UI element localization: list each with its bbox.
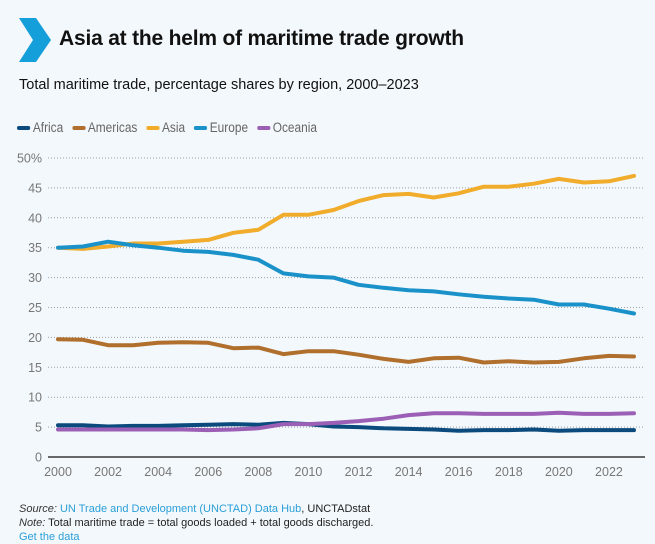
note-text: Total maritime trade = total goods loade… <box>45 517 374 529</box>
source-label: Source: <box>19 503 57 515</box>
source-separator: , <box>301 503 308 515</box>
x-tick-label: 2022 <box>595 465 623 479</box>
y-tick-label: 20 <box>28 331 42 345</box>
note-label: Note: <box>19 517 46 529</box>
legend-swatch <box>256 125 271 130</box>
line-chart: 0 5 10 15 20 25 30 35 40 45 50% 2000 2002 2004 2006 200… <box>17 152 645 479</box>
legend-item-asia: Asia <box>146 120 185 135</box>
x-tick-label: 2014 <box>395 465 423 479</box>
chart-footer: Source: UN Trade and Development (UNCTAD… <box>19 502 373 544</box>
x-tick-label: 2008 <box>244 465 272 479</box>
series-line-europe <box>56 239 636 316</box>
page-title: Asia at the helm of maritime trade growt… <box>59 27 464 50</box>
chart-legend: Africa Americas Asia Europe Oceania <box>17 120 317 135</box>
source-line: Source: UN Trade and Development (UNCTAD… <box>19 502 373 516</box>
legend-swatch <box>193 125 208 130</box>
x-tick-label: 2020 <box>545 465 573 479</box>
legend-label: Africa <box>32 120 64 135</box>
series-line-oceania <box>56 410 636 433</box>
source-rest: UNCTADstat <box>307 503 371 515</box>
x-tick-label: 2012 <box>345 465 373 479</box>
y-tick-label: 15 <box>28 361 42 375</box>
x-tick-label: 2010 <box>295 465 323 479</box>
x-tick-label: 2006 <box>194 465 222 479</box>
series-line-asia <box>56 173 636 251</box>
x-tick-label: 2018 <box>495 465 523 479</box>
x-tick-label: 2004 <box>144 465 172 479</box>
legend-item-americas: Americas <box>72 120 137 135</box>
y-tick-label: 30 <box>28 271 42 285</box>
legend-item-europe: Europe <box>193 120 249 135</box>
y-tick-label: 40 <box>28 211 42 225</box>
series-line-americas <box>56 337 636 365</box>
note-line: Note: Total maritime trade = total goods… <box>19 516 373 530</box>
y-tick-label: 45 <box>28 181 42 195</box>
series-line-africa <box>56 420 636 433</box>
x-tick-label: 2002 <box>94 465 122 479</box>
y-tick-label: 50% <box>17 152 42 166</box>
legend-item-africa: Africa <box>17 120 63 135</box>
y-tick-label: 0 <box>35 451 42 465</box>
y-tick-label: 10 <box>28 391 42 405</box>
chevron-right-icon <box>19 18 51 62</box>
chart-subtitle: Total maritime trade, percentage shares … <box>19 77 419 93</box>
legend-label: Asia <box>162 120 186 135</box>
y-tick-label: 25 <box>28 301 42 315</box>
get-data-link[interactable]: Get the data <box>19 531 80 543</box>
legend-label: Europe <box>209 120 249 135</box>
legend-item-oceania: Oceania <box>256 120 317 135</box>
legend-swatch <box>17 125 31 130</box>
legend-label: Oceania <box>272 120 317 135</box>
legend-swatch <box>146 125 160 130</box>
y-tick-label: 5 <box>35 421 42 435</box>
x-tick-label: 2016 <box>445 465 473 479</box>
source-link[interactable]: UN Trade and Development (UNCTAD) Data H… <box>59 503 302 515</box>
legend-swatch <box>72 125 86 130</box>
legend-label: Americas <box>87 120 138 135</box>
x-tick-label: 2000 <box>44 465 72 479</box>
y-tick-label: 35 <box>28 241 42 255</box>
